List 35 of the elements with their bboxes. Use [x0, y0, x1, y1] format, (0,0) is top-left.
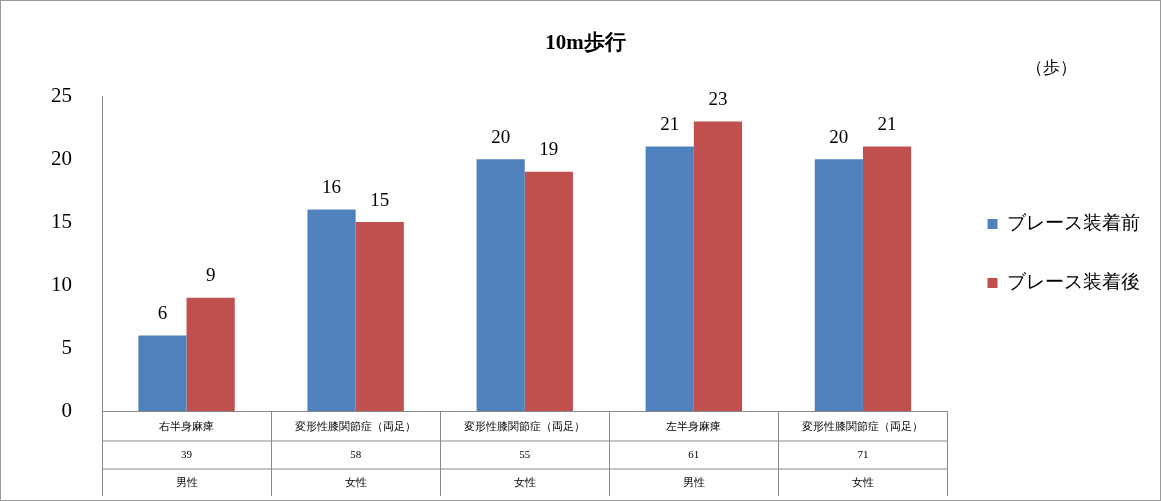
data-label: 19 — [539, 138, 559, 160]
category-label: 右半身麻痺 39 男性 — [159, 419, 215, 488]
y-tick-label: 15 — [51, 208, 72, 233]
y-tick-label: 20 — [51, 145, 72, 170]
data-label: 6 — [157, 301, 168, 323]
data-label: 20 — [491, 125, 511, 147]
data-label: 16 — [322, 176, 342, 198]
data-label: 23 — [708, 87, 728, 109]
bar — [186, 297, 235, 411]
legend-label: ブレース装着後 — [1007, 270, 1140, 292]
bar — [476, 159, 525, 411]
bar — [862, 146, 912, 411]
chart-title: 10m歩行 — [545, 30, 626, 55]
legend-label: ブレース装着前 — [1007, 211, 1140, 233]
bar — [645, 146, 694, 411]
y-tick-label: 5 — [61, 334, 72, 359]
y-tick-label: 0 — [61, 397, 72, 422]
category-label: 左半身麻痺 61 男性 — [666, 419, 722, 488]
bar — [524, 171, 573, 411]
bar — [355, 222, 404, 411]
data-label: 15 — [370, 188, 390, 210]
data-label: 21 — [877, 113, 897, 135]
category-label: 変形性膝関節症（両足） 58 女性 — [295, 419, 417, 488]
y-tick-label: 10 — [51, 271, 72, 296]
category-label: 変形性膝関節症（両足） 71 女性 — [802, 419, 924, 488]
data-label: 9 — [205, 264, 216, 286]
bar — [814, 159, 863, 411]
y-tick-label: 25 — [51, 82, 72, 107]
bar — [138, 335, 187, 411]
data-label: 21 — [660, 113, 680, 135]
text: （歩） — [1025, 58, 1077, 78]
category-label: 変形性膝関節症（両足） 55 女性 — [464, 419, 586, 488]
data-label: 20 — [829, 125, 849, 147]
bar — [693, 121, 743, 411]
bar — [307, 209, 356, 411]
